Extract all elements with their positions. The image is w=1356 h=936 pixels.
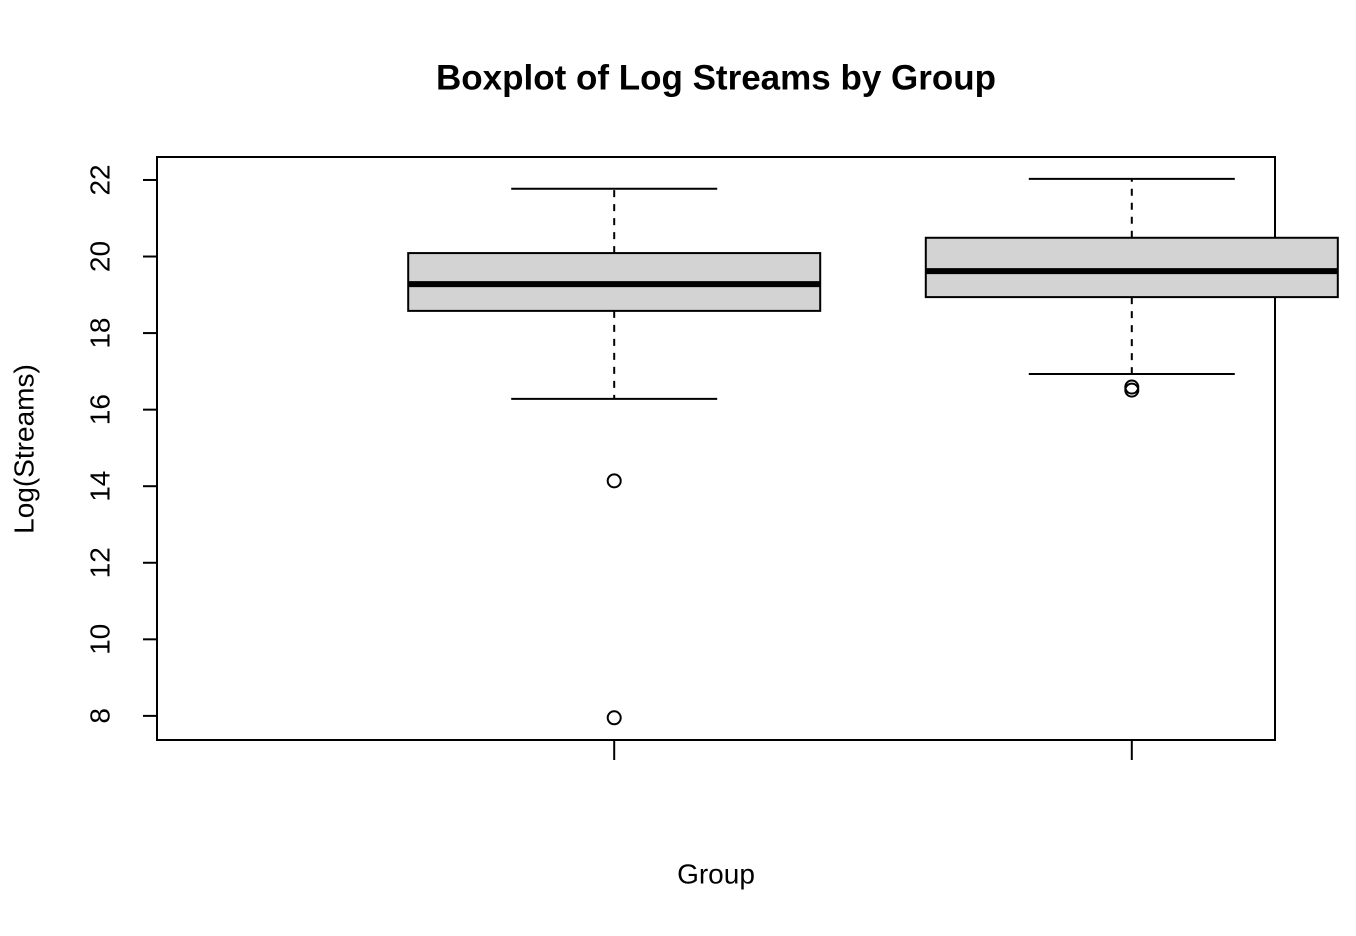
y-tick-label: 8 [84, 708, 115, 724]
plot-frame [156, 156, 1276, 741]
y-tick-label: 18 [84, 318, 115, 349]
chart-title: Boxplot of Log Streams by Group [436, 58, 996, 97]
y-tick-label: 16 [84, 394, 115, 425]
y-tick-label: 14 [84, 471, 115, 502]
x-axis-label: Group [677, 858, 755, 889]
y-axis-label: Log(Streams) [8, 364, 39, 534]
outlier [1124, 382, 1140, 398]
box [924, 236, 1339, 299]
outlier [606, 710, 622, 726]
outlier [1124, 379, 1140, 395]
y-tick-label: 12 [84, 547, 115, 578]
y-tick-label: 10 [84, 624, 115, 655]
y-tick-label: 22 [84, 164, 115, 195]
y-tick-label: 20 [84, 241, 115, 272]
outlier [606, 473, 622, 489]
